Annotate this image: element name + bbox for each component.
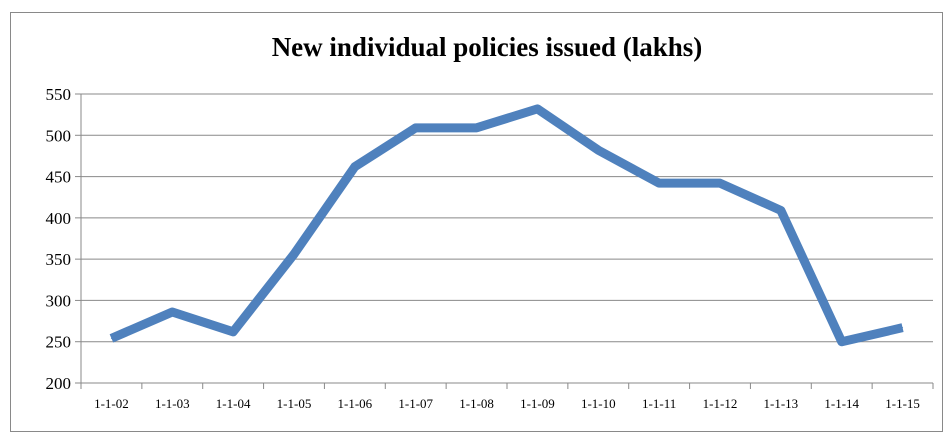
y-tick-label: 550 bbox=[46, 85, 72, 104]
x-tick-label: 1-1-04 bbox=[216, 396, 251, 411]
x-tick-label: 1-1-14 bbox=[824, 396, 859, 411]
y-tick-label: 200 bbox=[46, 374, 72, 393]
data-point bbox=[354, 166, 356, 168]
data-point bbox=[902, 327, 904, 329]
data-point bbox=[476, 127, 478, 129]
x-tick-label: 1-1-09 bbox=[520, 396, 555, 411]
x-tick-label: 1-1-02 bbox=[94, 396, 129, 411]
x-tick-label: 1-1-05 bbox=[277, 396, 312, 411]
x-tick-label: 1-1-10 bbox=[581, 396, 616, 411]
x-tick-label: 1-1-11 bbox=[642, 396, 676, 411]
y-tick-label: 500 bbox=[46, 126, 72, 145]
x-tick-label: 1-1-13 bbox=[764, 396, 799, 411]
data-point bbox=[171, 311, 173, 313]
data-point bbox=[415, 127, 417, 129]
x-tick-label: 1-1-03 bbox=[155, 396, 190, 411]
data-point bbox=[293, 253, 295, 255]
x-tick-label: 1-1-07 bbox=[398, 396, 433, 411]
data-point bbox=[658, 182, 660, 184]
line-chart: New individual policies issued (lakhs) 2… bbox=[46, 32, 934, 411]
x-tick-label: 1-1-08 bbox=[459, 396, 494, 411]
y-tick-label: 250 bbox=[46, 333, 72, 352]
y-axis-tick-labels: 200 250 300 350 400 450 500 550 bbox=[46, 85, 72, 393]
axes bbox=[75, 93, 934, 389]
data-point bbox=[780, 209, 782, 211]
x-tick-label: 1-1-15 bbox=[885, 396, 920, 411]
y-tick-label: 350 bbox=[46, 250, 72, 269]
y-tick-label: 450 bbox=[46, 168, 72, 187]
data-point bbox=[536, 108, 538, 110]
data-point bbox=[110, 337, 112, 339]
data-point bbox=[597, 149, 599, 151]
data-point bbox=[232, 331, 234, 333]
chart-frame: New individual policies issued (lakhs) 2… bbox=[10, 12, 943, 432]
chart-title: New individual policies issued (lakhs) bbox=[272, 32, 703, 62]
gridlines bbox=[81, 93, 933, 343]
x-tick-label: 1-1-06 bbox=[338, 396, 373, 411]
data-point bbox=[841, 341, 843, 343]
series-line bbox=[109, 104, 904, 347]
x-axis-tick-labels: 1-1-02 1-1-03 1-1-04 1-1-05 1-1-06 1-1-07 1-1-… bbox=[94, 396, 920, 411]
y-tick-label: 400 bbox=[46, 209, 72, 228]
x-tick-label: 1-1-12 bbox=[703, 396, 738, 411]
data-point bbox=[719, 182, 721, 184]
y-tick-label: 300 bbox=[46, 291, 72, 310]
series-layer bbox=[109, 104, 904, 347]
